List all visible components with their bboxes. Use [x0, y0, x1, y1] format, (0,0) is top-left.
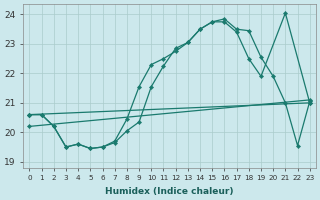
X-axis label: Humidex (Indice chaleur): Humidex (Indice chaleur)	[105, 187, 234, 196]
